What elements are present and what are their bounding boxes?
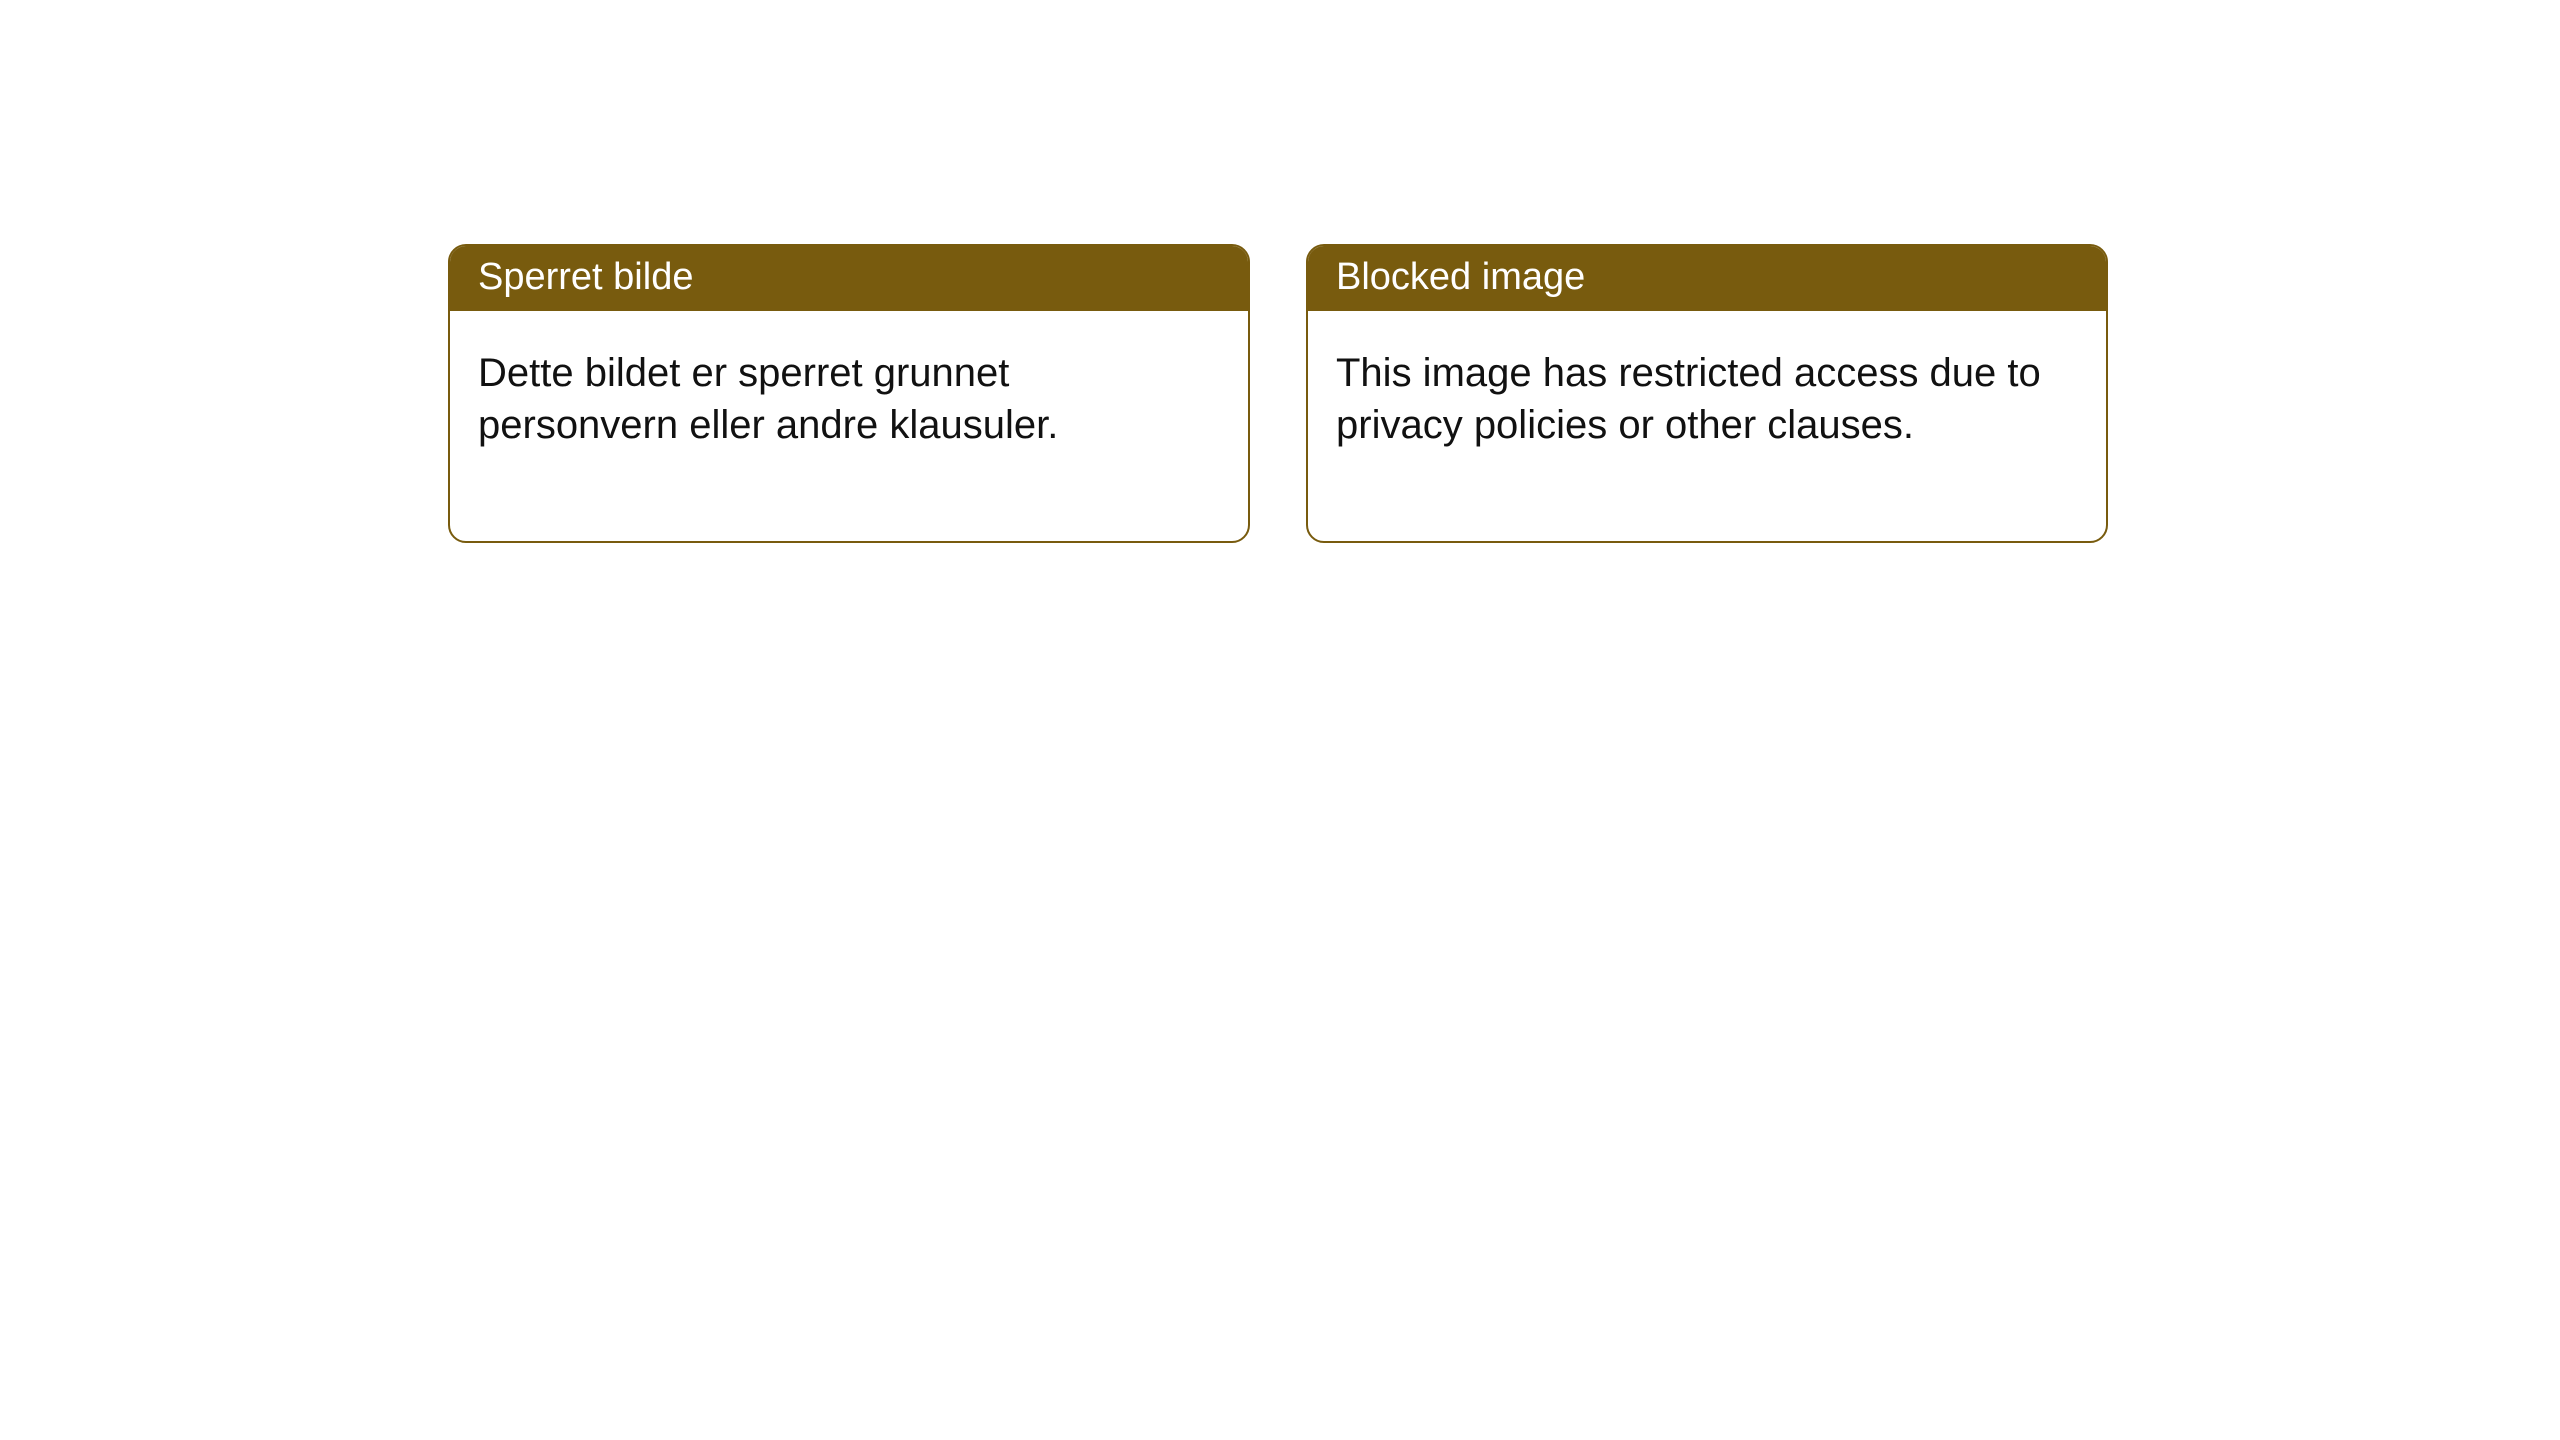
notice-card-english: Blocked image This image has restricted … [1306, 244, 2108, 543]
card-body: This image has restricted access due to … [1308, 311, 2106, 541]
card-header: Sperret bilde [450, 246, 1248, 311]
notice-card-norwegian: Sperret bilde Dette bildet er sperret gr… [448, 244, 1250, 543]
card-body: Dette bildet er sperret grunnet personve… [450, 311, 1248, 541]
card-message: Dette bildet er sperret grunnet personve… [478, 351, 1058, 447]
card-message: This image has restricted access due to … [1336, 351, 2041, 447]
card-title: Sperret bilde [478, 256, 693, 298]
card-title: Blocked image [1336, 256, 1585, 298]
notice-container: Sperret bilde Dette bildet er sperret gr… [448, 244, 2108, 543]
card-header: Blocked image [1308, 246, 2106, 311]
